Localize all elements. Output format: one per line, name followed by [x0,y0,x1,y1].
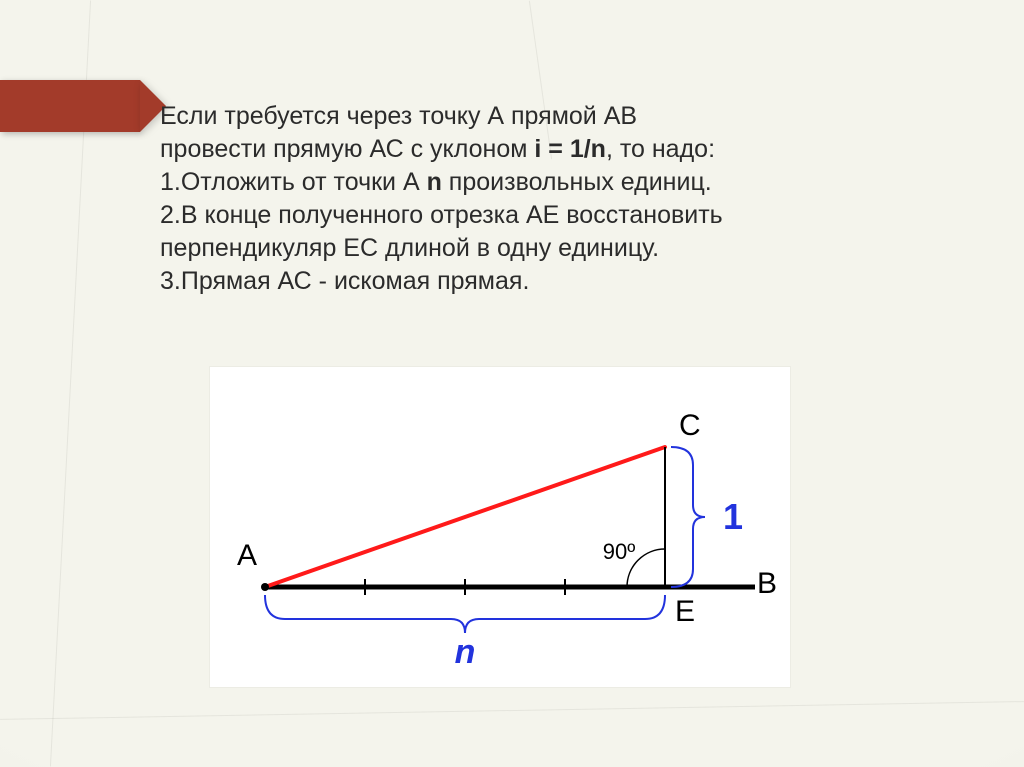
accent-arrow [0,80,140,132]
text-frag: 1.Отложить от точки А [160,168,427,196]
diagram-svg: А В С Е 90º n 1 [210,367,790,687]
brace-1 [671,447,705,587]
text-line: перпендикуляр ЕС длиной в одну единицу. [160,232,900,265]
diagram-labels: А В С Е 90º n 1 [237,409,777,671]
text-frag: , то надо: [606,135,715,163]
label-B: В [757,567,777,600]
decoration-vein [0,701,1024,720]
text-bold: n [427,168,442,196]
label-C: С [679,409,701,442]
label-1: 1 [723,496,743,537]
text-frag: провести прямую АС с уклоном [160,135,534,163]
line-AC [265,447,665,587]
label-n: n [455,633,476,671]
label-90: 90º [603,539,636,564]
diagram: А В С Е 90º n 1 [210,367,790,687]
point-A [261,583,269,591]
text-line: Если требуется через точку А прямой АВ [160,100,900,133]
text-line: 1.Отложить от точки А n произвольных еди… [160,166,900,199]
text-line: 3.Прямая АС - искомая прямая. [160,265,900,298]
label-A: А [237,539,257,572]
brace-n [265,595,665,633]
text-bold: i = 1/n [534,135,606,163]
slide: Если требуется через точку А прямой АВ п… [0,0,1024,767]
text-line: провести прямую АС с уклоном i = 1/n, то… [160,133,900,166]
label-E: Е [675,595,695,628]
text-line: 2.В конце полученного отрезка АЕ восстан… [160,199,900,232]
text-frag: произвольных единиц. [442,168,712,196]
body-text: Если требуется через точку А прямой АВ п… [160,100,900,298]
